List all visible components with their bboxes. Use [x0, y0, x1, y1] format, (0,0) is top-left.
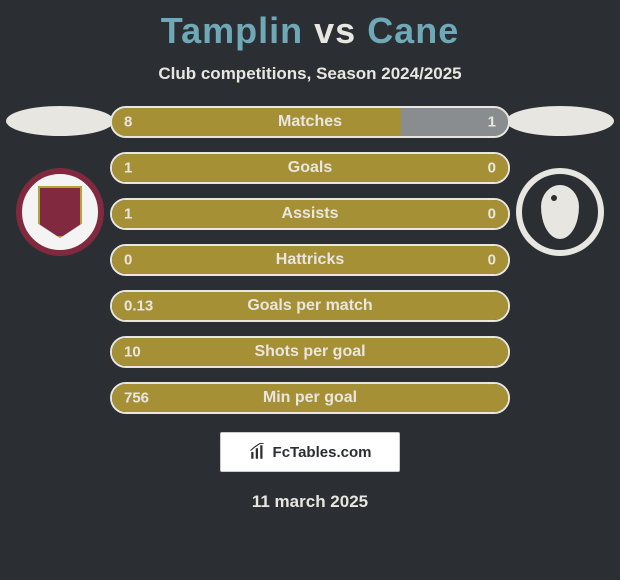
stat-bar: Shots per goal 10 [110, 336, 510, 368]
stat-value-right: 0 [488, 252, 496, 269]
stat-label: Goals [288, 159, 332, 177]
player2-name: Cane [367, 10, 459, 51]
stat-bar: Matches 8 1 [110, 106, 510, 138]
chart-icon [249, 443, 267, 461]
stat-label: Goals per match [247, 297, 372, 315]
stat-bar: Goals per match 0.13 [110, 290, 510, 322]
stat-bar: Hattricks 0 0 [110, 244, 510, 276]
stat-value-left: 0 [124, 252, 132, 269]
stat-value-left: 0.13 [124, 298, 153, 315]
stat-value-left: 756 [124, 390, 149, 407]
right-crest-swan-icon [541, 185, 579, 239]
left-club-column [0, 106, 120, 256]
stat-label: Matches [278, 113, 342, 131]
stat-value-right: 0 [488, 160, 496, 177]
left-crest-shield-icon [38, 186, 82, 238]
date-text: 11 march 2025 [0, 492, 620, 512]
left-club-crest [16, 168, 104, 256]
stat-value-right: 0 [488, 206, 496, 223]
stat-value-left: 1 [124, 160, 132, 177]
left-shadow-ellipse [6, 106, 114, 136]
stat-bar: Min per goal 756 [110, 382, 510, 414]
player1-name: Tamplin [161, 10, 303, 51]
stat-value-left: 8 [124, 114, 132, 131]
subtitle: Club competitions, Season 2024/2025 [0, 64, 620, 84]
brand-text: FcTables.com [273, 444, 372, 461]
content-area: Matches81Goals10Assists10Hattricks00Goal… [0, 106, 620, 414]
stat-bar-left-segment [112, 108, 401, 136]
stat-label: Shots per goal [254, 343, 365, 361]
stat-value-left: 1 [124, 206, 132, 223]
stat-label: Assists [282, 205, 339, 223]
right-club-column [500, 106, 620, 256]
stat-value-left: 10 [124, 344, 141, 361]
stat-bar: Goals 1 0 [110, 152, 510, 184]
stat-label: Hattricks [276, 251, 344, 269]
right-shadow-ellipse [506, 106, 614, 136]
stat-value-right: 1 [488, 114, 496, 131]
stat-bar: Assists 1 0 [110, 198, 510, 230]
vs-separator: vs [314, 10, 356, 51]
brand-badge: FcTables.com [220, 432, 400, 472]
right-club-crest [516, 168, 604, 256]
stat-bars: Matches81Goals10Assists10Hattricks00Goal… [110, 106, 510, 414]
comparison-title: Tamplin vs Cane [0, 0, 620, 52]
stat-label: Min per goal [263, 389, 357, 407]
